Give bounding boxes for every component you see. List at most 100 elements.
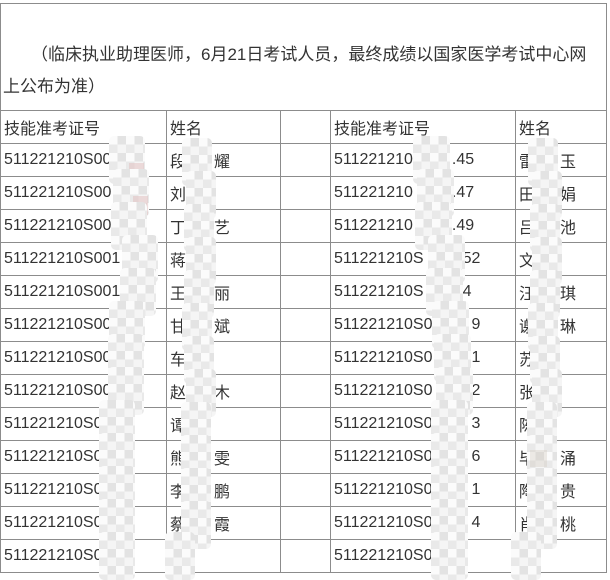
table-row: 511221210S00 段耀 511221210.45 雷玉 — [0, 136, 608, 187]
ticket-no-suffix-text: 2 — [471, 382, 481, 400]
redaction-mosaic — [431, 532, 469, 580]
ticket-no-prefix-text: 511221210S0 — [4, 481, 103, 499]
ticket-no-prefix-text: 511221210S0 — [4, 547, 103, 565]
ticket-no-cell-right: 511221210S0 2 — [330, 367, 516, 415]
ticket-no-suffix-text: .45 — [451, 151, 475, 169]
header-cell-name-left: 姓名 — [166, 110, 281, 144]
name-suffix-text: 池 — [560, 219, 577, 237]
name-prefix-text: 田 — [519, 186, 536, 204]
name-suffix-text: 鹏 — [214, 483, 231, 501]
spacer-cell — [280, 176, 331, 210]
redaction-mosaic — [165, 532, 195, 580]
name-cell-right: 雷玉 — [514, 138, 608, 187]
ticket-no-suffix-text: .47 — [451, 184, 475, 202]
name-suffix-text: 贵 — [560, 483, 577, 501]
exam-candidates-table: （临床执业助理医师，6月21日考试人员，最终成绩以国家医学考试中心网上公布为准）… — [0, 3, 608, 580]
name-prefix-text: 段 — [170, 153, 187, 171]
ticket-no-suffix-text: 4 — [471, 514, 481, 532]
name-suffix-text: 雯 — [214, 450, 231, 468]
notice-cell: （临床执业助理医师，6月21日考试人员，最终成绩以国家医学考试中心网上公布为准） — [0, 3, 608, 111]
notice-row: （临床执业助理医师，6月21日考试人员，最终成绩以国家医学考试中心网上公布为准） — [0, 3, 608, 111]
spacer-cell — [280, 539, 331, 573]
spacer-cell — [280, 242, 331, 276]
name-suffix-text: 木 — [214, 384, 231, 402]
ticket-no-prefix-text: 511221210S — [334, 283, 424, 301]
name-prefix-text: 文 — [519, 252, 536, 270]
page: （临床执业助理医师，6月21日考试人员，最终成绩以国家医学考试中心网上公布为准）… — [0, 3, 610, 580]
name-cell-left: 车 — [166, 336, 281, 385]
name-prefix-text: 甘 — [170, 318, 187, 336]
name-suffix-text: 耀 — [214, 153, 231, 171]
name-suffix-text: 玉 — [560, 153, 577, 171]
spacer-cell — [280, 143, 331, 177]
name-prefix-text: 王 — [170, 285, 187, 303]
name-suffix-text: 斌 — [214, 318, 231, 336]
name-cell-right: 苏 — [514, 336, 608, 385]
table-row: 511221210S00 丁艺 511221210.49 吕池 — [0, 202, 608, 253]
ticket-no-prefix-text: 511221210S00 — [4, 316, 112, 334]
ticket-no-cell-right: 511221210 .49 — [330, 202, 516, 250]
name-suffix-text: 丽 — [214, 285, 231, 303]
table-row: 511221210S00 车 511221210S0 1 苏 — [0, 334, 608, 385]
ticket-no-cell-right: 511221210S0 3 — [330, 400, 516, 448]
name-cell-left: 丁艺 — [166, 204, 281, 253]
table-row: 511221210S0 511221210S0 — [0, 532, 608, 580]
ticket-no-suffix-text: .49 — [451, 217, 475, 235]
spacer-cell — [280, 440, 331, 474]
table-row: 511221210S00 甘斌 511221210S0 9 谢琳 — [0, 301, 608, 352]
name-prefix-text: 丁 — [170, 219, 187, 237]
name-prefix-text: 张 — [519, 384, 536, 402]
ticket-no-suffix-text: 1 — [471, 481, 481, 499]
spacer-cell — [280, 308, 331, 342]
spacer-cell — [280, 407, 331, 441]
ticket-no-prefix-text: 511221210 — [334, 151, 413, 169]
name-prefix-text: 蒋 — [170, 252, 187, 270]
ticket-no-cell-right: 511221210S0 4 — [330, 499, 516, 547]
spacer-cell — [280, 275, 331, 309]
table-row: 511221210S00 刘 511221210 .47 田 娟 — [0, 169, 608, 220]
ticket-no-cell-left: 511221210S0 — [0, 499, 167, 547]
ticket-no-suffix-text: 6 — [471, 448, 481, 466]
ticket-no-cell-right: 511221210S0 9 — [330, 301, 516, 349]
table-row: 511221210S001 王丽 511221210S 4 汪琪 — [0, 268, 608, 319]
ticket-no-prefix-text: 511221210S001 — [4, 283, 121, 301]
ticket-no-cell-right: 511221210S0 1 — [330, 466, 516, 514]
ticket-no-prefix-text: 511221210S00 — [4, 217, 112, 235]
ticket-no-prefix-text: 511221210S0 — [334, 448, 433, 466]
ticket-no-suffix-text: 1 — [471, 349, 481, 367]
ticket-no-cell-right: 511221210S0 — [330, 532, 516, 580]
spacer-cell — [280, 374, 331, 408]
table-header-row: 技能准考证号 姓名 技能准考证号 姓名 — [0, 110, 608, 144]
name-cell-right: 谢琳 — [514, 303, 608, 352]
name-suffix-text: 桃 — [560, 516, 577, 534]
redaction-mosaic — [511, 532, 541, 580]
name-prefix-text: 车 — [170, 351, 187, 369]
name-suffix-text: 娟 — [560, 186, 577, 204]
spacer-cell — [280, 341, 331, 375]
name-cell-right — [511, 532, 608, 580]
exam-notice-text: （临床执业助理医师，6月21日考试人员，最终成绩以国家医学考试中心网上公布为准） — [3, 45, 587, 96]
ticket-no-cell-left: 511221210S0 — [0, 532, 167, 580]
ticket-no-prefix-text: 511221210S0 — [4, 448, 103, 466]
ticket-no-prefix-text: 511221210S0 — [334, 514, 433, 532]
ticket-no-cell-left: 511221210S00 — [0, 367, 167, 415]
ticket-no-prefix-text: 511221210S001 — [4, 250, 121, 268]
ticket-no-prefix-text: 511221210 — [334, 184, 413, 202]
ticket-no-prefix-text: 511221210S0 — [4, 514, 103, 532]
ticket-no-prefix-text: 511221210S0 — [334, 415, 433, 433]
ticket-no-cell-left: 511221210S0 — [0, 466, 167, 514]
ticket-no-prefix-text: 511221210S00 — [4, 151, 112, 169]
ticket-no-suffix-text: 4 — [462, 283, 472, 301]
name-cell-left: 甘斌 — [166, 303, 281, 352]
name-suffix-text: 艺 — [214, 219, 231, 237]
header-cell-name-right: 姓名 — [514, 110, 608, 144]
name-cell-left: 段耀 — [166, 138, 281, 187]
ticket-no-suffix-text: 9 — [471, 316, 481, 334]
ticket-no-prefix-text: 511221210S0 — [334, 481, 433, 499]
table-row: 511221210S001 蒋 511221210S 52 文 — [0, 235, 608, 286]
ticket-no-prefix-text: 511221210S0 — [334, 382, 433, 400]
name-suffix-text: 涌 — [560, 450, 577, 468]
spacer-cell — [280, 506, 331, 540]
